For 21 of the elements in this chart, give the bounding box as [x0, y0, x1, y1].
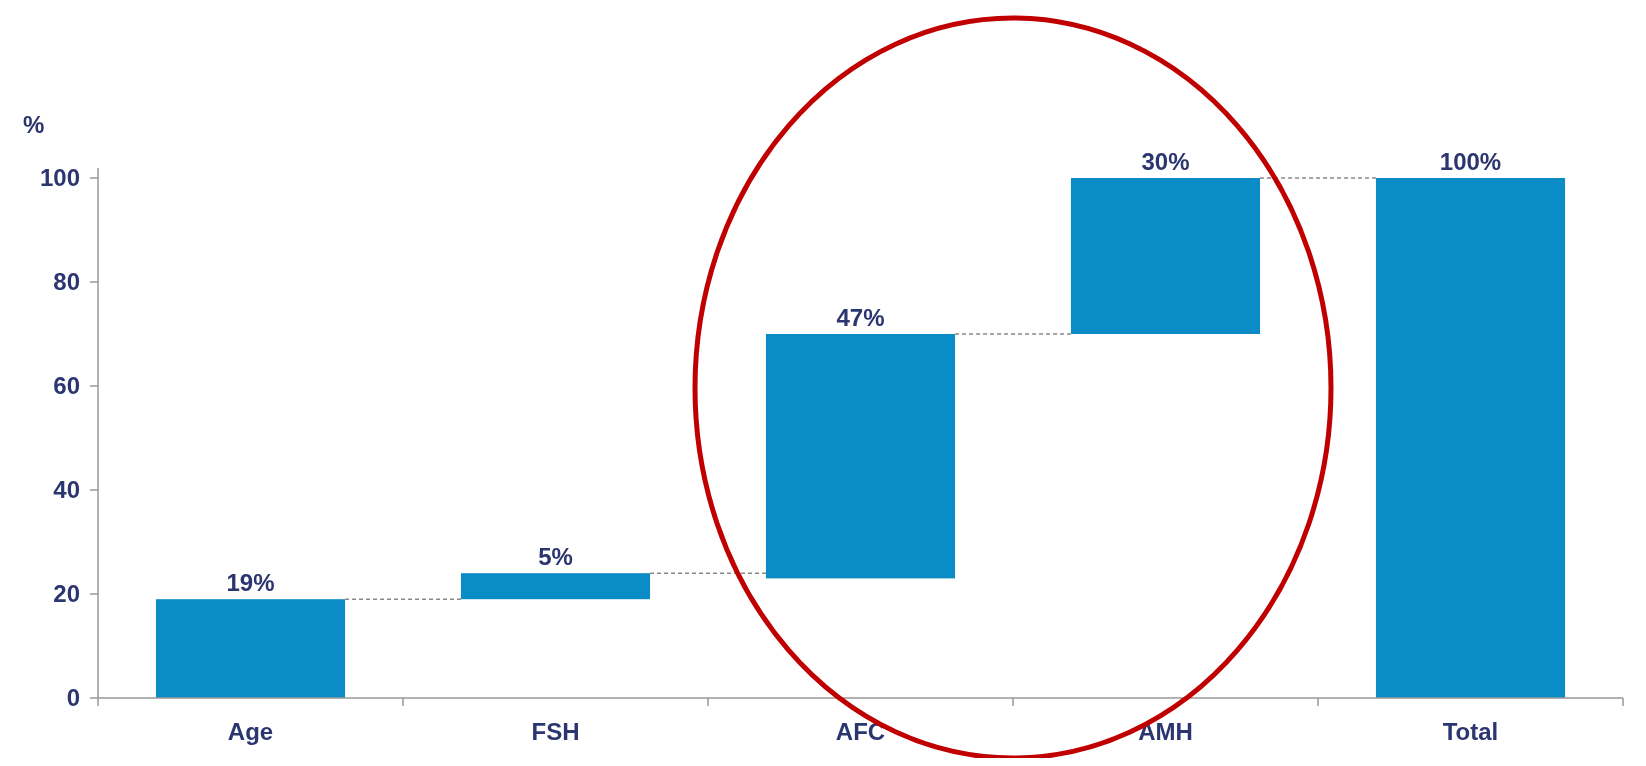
bar [1375, 178, 1566, 698]
x-tick-label: FSH [531, 718, 580, 745]
bar [765, 334, 956, 579]
bar [155, 599, 346, 698]
y-tick-label: 80 [53, 268, 80, 296]
y-tick-label: 40 [53, 476, 80, 504]
y-tick-label: 20 [53, 580, 80, 608]
x-tick-label: AMH [1138, 718, 1193, 745]
y-tick-label: 100 [39, 164, 80, 192]
x-tick-label: Age [227, 718, 274, 745]
y-tick-label: 0 [66, 684, 80, 712]
data-label: 19% [226, 569, 275, 597]
y-tick-label: 60 [53, 372, 80, 400]
y-axis-title: % [23, 111, 45, 138]
data-label: 30% [1141, 148, 1190, 175]
data-label: 5% [538, 543, 573, 571]
data-label: 47% [836, 304, 885, 331]
bar [460, 573, 651, 600]
data-label: 100% [1439, 148, 1502, 175]
x-tick-label: Total [1442, 718, 1499, 745]
bar [1070, 178, 1261, 334]
